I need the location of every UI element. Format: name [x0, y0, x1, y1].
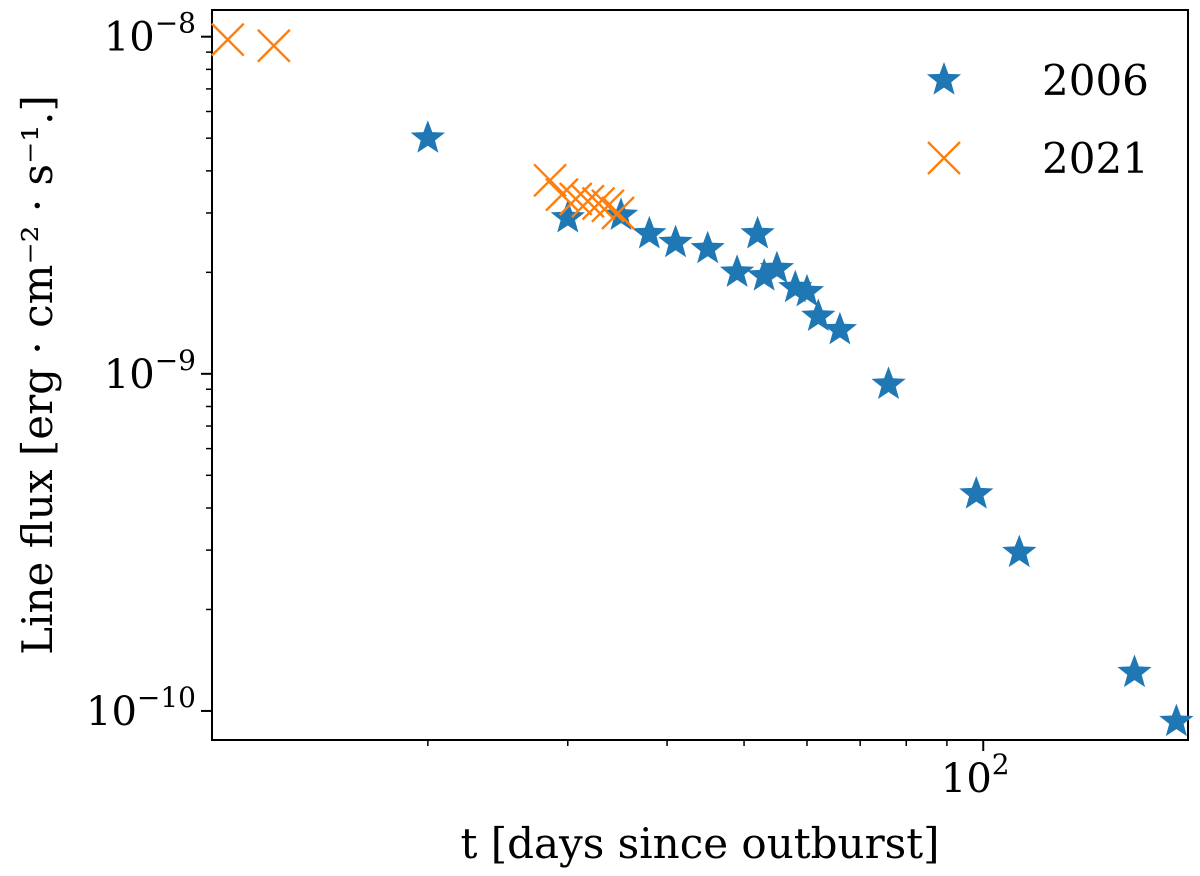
data-marks: [210, 22, 1194, 737]
axis-ticks: [201, 35, 985, 751]
star-point: [632, 215, 667, 249]
legend-label: 2006: [1042, 56, 1149, 105]
star-point: [658, 224, 693, 258]
star-point: [740, 215, 775, 249]
star-point: [871, 366, 906, 399]
y-tick-label: 10−9: [104, 344, 196, 398]
star-point: [1159, 703, 1194, 737]
plot-frame: [211, 9, 1189, 741]
star-point: [778, 269, 813, 303]
star-point: [747, 258, 782, 291]
x-point: [581, 186, 616, 221]
x-point: [571, 184, 605, 219]
star-point: [759, 250, 795, 284]
x-tick-label: 102: [941, 748, 1010, 802]
star-point: [1117, 654, 1152, 688]
y-tick-label: 10−8: [104, 7, 196, 61]
x-point: [256, 28, 291, 63]
star-point: [603, 197, 639, 230]
y-tick-label: 10−10: [86, 681, 196, 735]
x-point: [545, 177, 579, 212]
tick-labels: 102 10−8 10−9 10−10: [86, 7, 1010, 802]
legend: 2006 2021: [926, 56, 1149, 183]
star-point: [410, 120, 445, 153]
star-point: [801, 298, 836, 331]
star-point: [822, 311, 857, 345]
star-point: [690, 230, 725, 264]
legend-marker-2021: [927, 141, 961, 175]
x-point: [533, 163, 567, 198]
legend-marker-2006: [926, 62, 962, 95]
legend-label: 2021: [1042, 134, 1149, 183]
star-point: [789, 273, 825, 307]
x-point: [210, 22, 245, 57]
series-2006: [410, 120, 1194, 737]
x-point: [558, 182, 593, 216]
x-axis-label: t [days since outburst]: [461, 819, 940, 868]
star-point: [1002, 534, 1037, 568]
star-point: [550, 199, 585, 233]
y-axis-label: Line flux [erg · cm⁻² · s⁻¹.]: [13, 95, 62, 655]
star-point: [720, 254, 755, 287]
x-point: [601, 196, 635, 230]
series-2021: [210, 22, 635, 230]
x-point: [591, 188, 625, 223]
star-point: [959, 476, 994, 509]
